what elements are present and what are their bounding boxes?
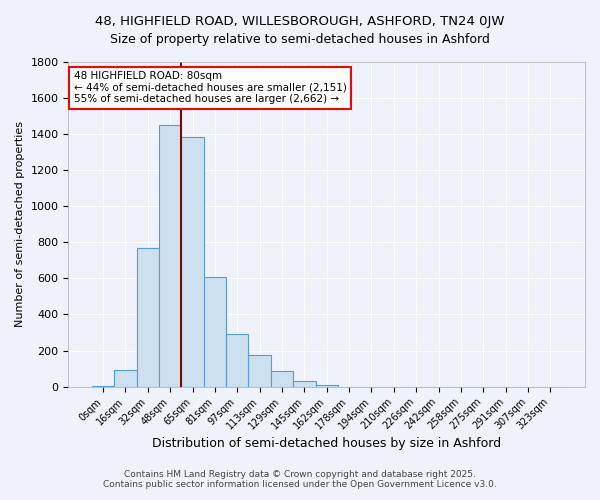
Bar [159, 124, 181, 386]
Bar [271, 372, 293, 386]
Text: 48 HIGHFIELD ROAD: 80sqm
← 44% of semi-detached houses are smaller (2,151)
55% o: 48 HIGHFIELD ROAD: 80sqm ← 44% of semi-d… [74, 72, 346, 104]
Bar [204, 276, 226, 386]
X-axis label: Distribution of semi-detached houses by size in Ashford: Distribution of semi-detached houses by … [152, 437, 501, 450]
Bar [248, 355, 271, 386]
Text: 48, HIGHFIELD ROAD, WILLESBOROUGH, ASHFORD, TN24 0JW: 48, HIGHFIELD ROAD, WILLESBOROUGH, ASHFO… [95, 15, 505, 28]
Bar [293, 382, 316, 386]
Text: Size of property relative to semi-detached houses in Ashford: Size of property relative to semi-detach… [110, 32, 490, 46]
Bar [114, 370, 137, 386]
Bar [316, 384, 338, 386]
Bar [226, 334, 248, 386]
Y-axis label: Number of semi-detached properties: Number of semi-detached properties [15, 121, 25, 327]
Bar [181, 138, 204, 386]
Text: Contains HM Land Registry data © Crown copyright and database right 2025.
Contai: Contains HM Land Registry data © Crown c… [103, 470, 497, 489]
Bar [137, 248, 159, 386]
